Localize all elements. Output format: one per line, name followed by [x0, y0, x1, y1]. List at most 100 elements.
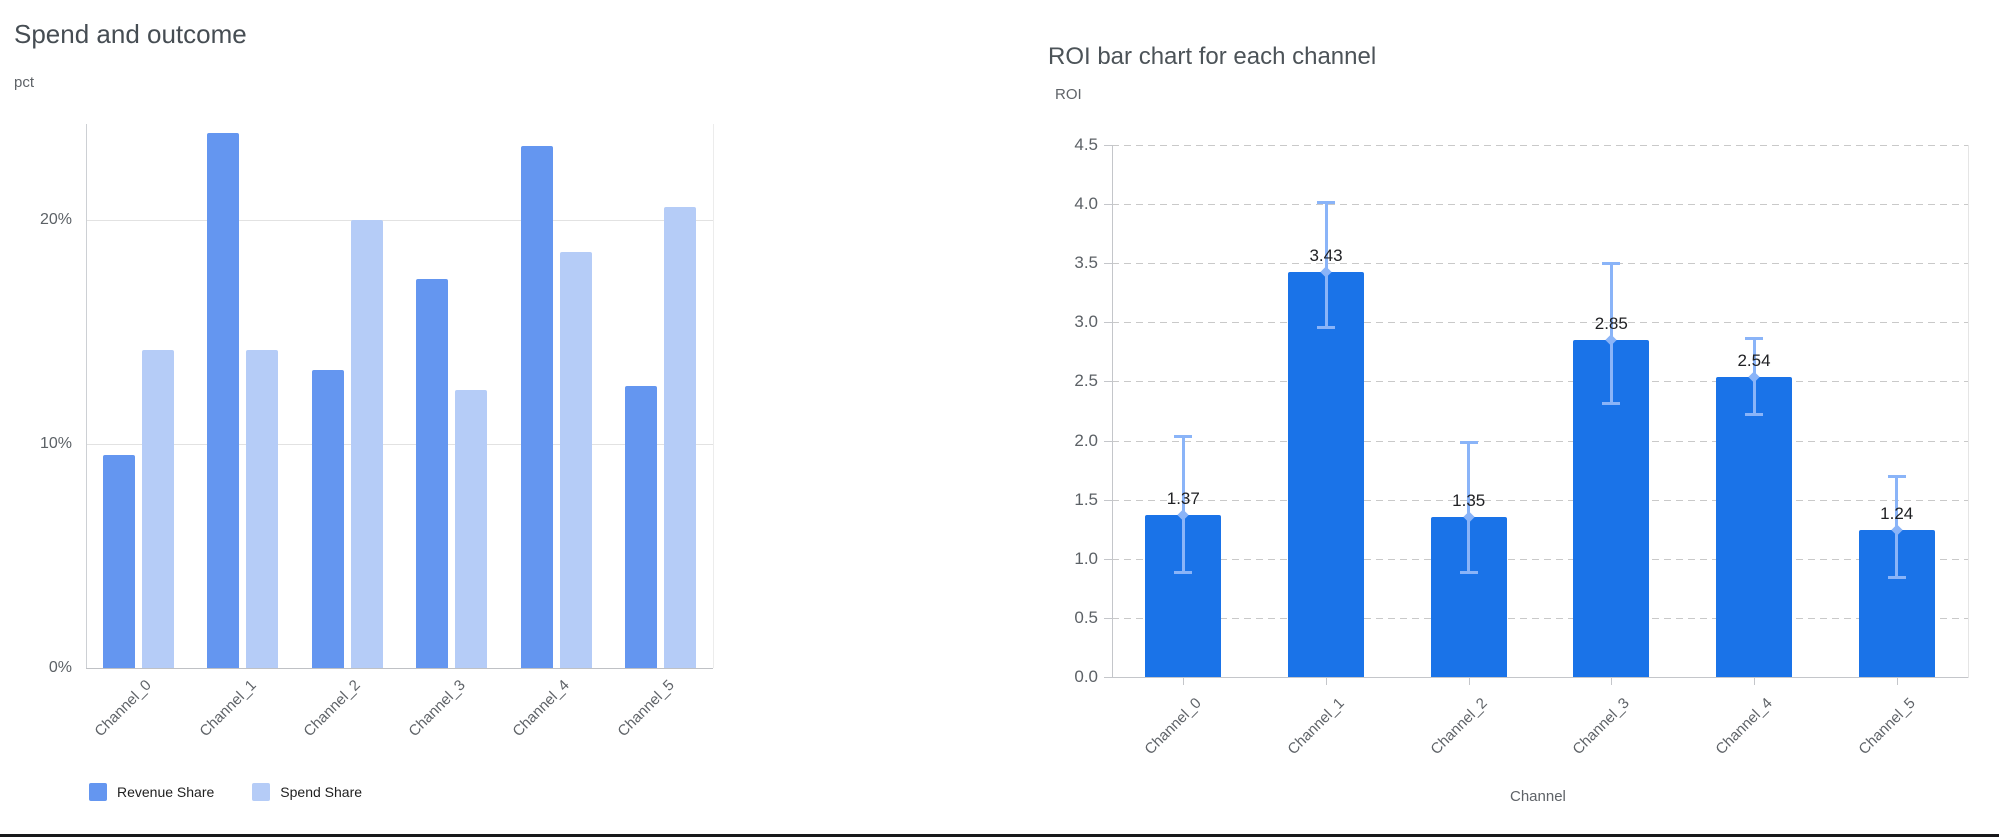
- right-gridline: [1112, 204, 1968, 206]
- error-bar-cap-top: [1317, 200, 1335, 204]
- bar-value-label: 2.54: [1737, 350, 1771, 370]
- error-bar-cap-top: [1459, 440, 1478, 444]
- bar-spend-share-channel_4: [559, 251, 592, 668]
- left-chart-title: Spend and outcome: [14, 19, 247, 49]
- legend-item-spend-share: Spend Share: [252, 783, 362, 801]
- x-tick-label: Channel_0: [1141, 694, 1206, 759]
- error-bar-cap-bottom: [1459, 571, 1478, 574]
- right-x-axis-title: Channel: [1510, 788, 1566, 805]
- bar-revenue-share-channel_0: [102, 455, 135, 668]
- error-bar-cap-bottom: [1174, 571, 1193, 574]
- x-axis-tick: [1754, 677, 1755, 685]
- spend-share-swatch-icon: [252, 783, 271, 801]
- y-axis-tick: [1104, 381, 1112, 383]
- bar-value-label: 2.85: [1594, 314, 1628, 334]
- bar-revenue-share-channel_1: [207, 133, 240, 668]
- y-tick-label: 20%: [39, 211, 72, 229]
- error-bar-line: [1324, 201, 1328, 329]
- legend-item-revenue-share: Revenue Share: [89, 783, 214, 801]
- right-gridline: [1112, 440, 1968, 442]
- x-axis-tick: [1326, 677, 1327, 685]
- y-axis-tick: [1104, 499, 1112, 501]
- left-y-axis-line: [86, 124, 87, 668]
- x-tick-label: Channel_5: [1855, 694, 1919, 759]
- bar-revenue-share-channel_4: [520, 146, 553, 668]
- bar-spend-share-channel_5: [664, 206, 697, 668]
- right-gridline: [1112, 558, 1968, 560]
- bar-spend-share-channel_0: [141, 350, 174, 668]
- y-axis-tick: [1104, 558, 1112, 560]
- left-gridline: [86, 444, 713, 446]
- left-gridline: [86, 220, 713, 222]
- y-tick-label: 2.5: [1074, 371, 1098, 391]
- y-tick-label: 1.5: [1074, 489, 1098, 509]
- error-bar-line: [1467, 441, 1471, 573]
- x-tick-label: Channel_4: [1712, 694, 1776, 759]
- y-tick-label: 1.0: [1074, 548, 1098, 568]
- right-y-axis-unit: ROI: [1055, 86, 1082, 103]
- left-y-axis-unit: pct: [14, 74, 35, 91]
- y-tick-label: 10%: [39, 435, 72, 453]
- bar-spend-share-channel_1: [246, 350, 279, 668]
- x-tick-label: Channel_1: [1284, 694, 1348, 759]
- roi-bar-channel_1: [1288, 271, 1364, 677]
- y-axis-tick: [1104, 263, 1112, 265]
- bar-revenue-share-channel_2: [311, 370, 344, 668]
- bar-revenue-share-channel_5: [625, 385, 658, 668]
- x-axis-tick: [1611, 677, 1613, 685]
- error-bar-line: [1609, 263, 1613, 404]
- y-axis-tick: [1104, 322, 1112, 324]
- error-bar-line: [1181, 435, 1185, 573]
- error-bar-cap-top: [1602, 262, 1621, 266]
- y-axis-tick: [1104, 204, 1112, 206]
- y-axis-tick: [1104, 440, 1112, 442]
- bar-spend-share-channel_3: [455, 390, 488, 668]
- right-gridline: [1112, 381, 1968, 383]
- error-bar-cap-top: [1887, 475, 1906, 478]
- right-x-axis-line: [1112, 677, 1968, 678]
- legend-label-spend-share: Spend Share: [280, 784, 363, 800]
- y-tick-label: 4.0: [1074, 194, 1098, 214]
- legend-label-revenue-share: Revenue Share: [117, 784, 215, 800]
- revenue-share-swatch-icon: [89, 783, 107, 801]
- y-tick-label: 0.0: [1074, 667, 1098, 686]
- error-bar-cap-bottom: [1745, 412, 1763, 416]
- right-plot-right-border: [1968, 145, 1969, 678]
- bar-spend-share-channel_2: [350, 220, 383, 668]
- right-chart-title: ROI bar chart for each channel: [1048, 43, 1377, 70]
- y-axis-tick: [1104, 677, 1112, 678]
- error-bar-cap-bottom: [1602, 401, 1621, 405]
- x-axis-tick: [1468, 677, 1470, 685]
- x-tick-label: Channel_2: [1427, 694, 1491, 759]
- error-bar-cap-top: [1745, 336, 1763, 340]
- right-gridline: [1112, 322, 1968, 324]
- right-gridline: [1112, 617, 1968, 619]
- roi-bar-channel_4: [1716, 376, 1792, 677]
- y-axis-tick: [1104, 617, 1112, 619]
- y-tick-label: 0.5: [1074, 607, 1098, 627]
- x-axis-tick: [1183, 677, 1185, 685]
- y-tick-label: 0%: [48, 659, 72, 676]
- x-axis-tick: [1896, 677, 1898, 685]
- bar-value-label: 1.24: [1880, 504, 1914, 524]
- bar-value-label: 3.43: [1309, 245, 1343, 265]
- y-tick-label: 3.5: [1074, 253, 1098, 273]
- bottom-divider: [0, 834, 1999, 837]
- right-gridline: [1112, 499, 1968, 501]
- y-tick-label: 3.0: [1074, 312, 1098, 332]
- left-x-axis-line: [86, 668, 713, 669]
- right-y-axis-line: [1112, 145, 1113, 678]
- error-bar-cap-top: [1174, 434, 1193, 438]
- y-tick-label: 2.0: [1074, 430, 1098, 450]
- error-bar-cap-bottom: [1887, 575, 1906, 579]
- bar-value-label: 1.35: [1452, 491, 1486, 511]
- error-bar-cap-bottom: [1317, 326, 1335, 330]
- bar-value-label: 1.37: [1166, 489, 1200, 508]
- y-tick-label: 4.5: [1074, 135, 1098, 154]
- y-axis-tick: [1104, 145, 1112, 146]
